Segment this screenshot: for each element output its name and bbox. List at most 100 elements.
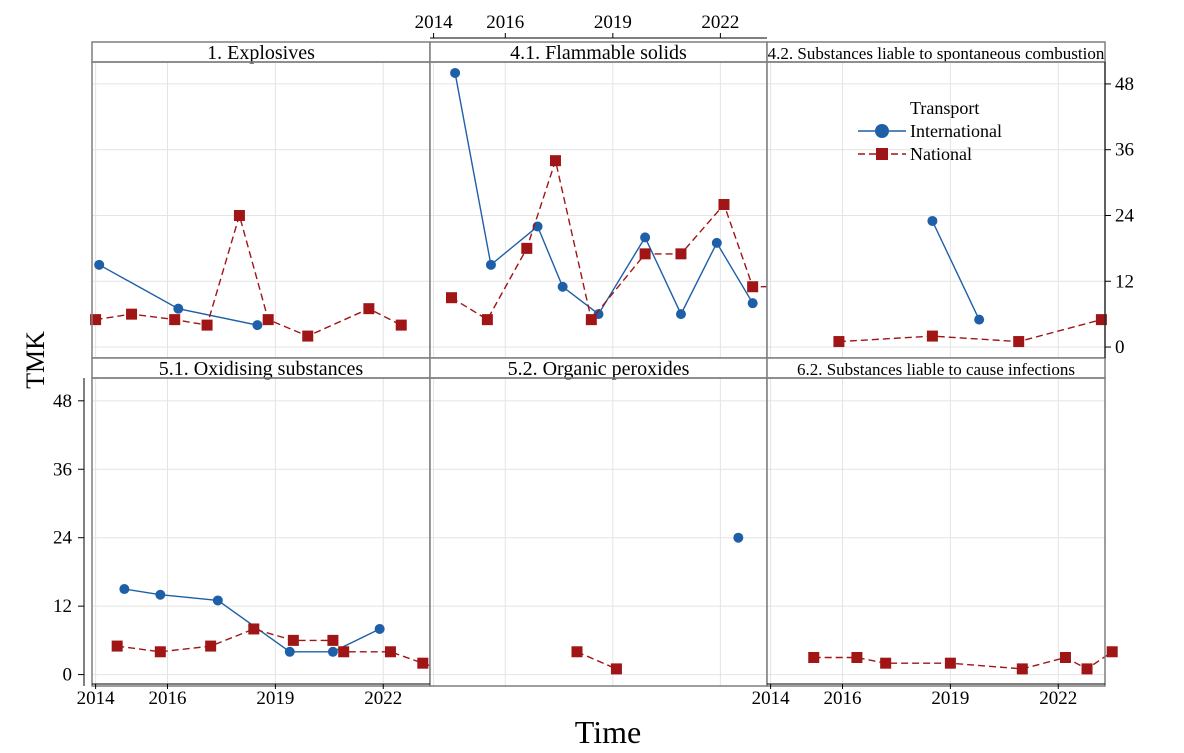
legend-marker-circle — [875, 124, 889, 138]
national-data-point — [111, 640, 123, 652]
x-axis-top-middle: 2014 2016 2019 2022 — [415, 12, 767, 39]
international-data-point — [173, 303, 184, 314]
panel-title: 1. Explosives — [207, 42, 315, 64]
national-data-point — [1106, 646, 1118, 658]
legend-marker-square — [876, 148, 888, 160]
panel-1: 1. Explosives — [90, 41, 431, 359]
international-data-point — [711, 237, 722, 248]
panel-title: 4.2. Substances liable to spontaneous co… — [768, 44, 1105, 63]
panel-title: 5.2. Organic peroxides — [508, 358, 690, 380]
national-data-point — [880, 657, 892, 669]
national-data-point — [718, 199, 730, 211]
national-data-point — [1013, 336, 1025, 348]
national-data-point — [302, 330, 314, 342]
national-data-point — [338, 646, 350, 658]
x-tick-label: 2014 — [752, 688, 791, 709]
international-data-point — [974, 314, 985, 325]
panel-title: 4.1. Flammable solids — [510, 42, 687, 64]
x-tick-label: 2016 — [486, 12, 524, 33]
x-axis-bottom-left: 2014 2016 2019 2022 — [77, 683, 430, 709]
national-data-point — [201, 319, 213, 331]
x-tick-label: 2022 — [1039, 688, 1077, 709]
y-tick-label: 36 — [53, 459, 72, 480]
panel-title: 5.1. Oxidising substances — [159, 358, 364, 380]
national-data-point — [262, 314, 274, 326]
x-tick-label: 2019 — [931, 688, 969, 709]
y-tick-label: 12 — [53, 596, 72, 617]
x-tick-label: 2014 — [415, 12, 454, 33]
international-data-point — [733, 532, 744, 543]
x-tick-label: 2016 — [824, 688, 862, 709]
panel-4: 5.1. Oxidising substances — [91, 357, 447, 687]
legend-entry-label: International — [910, 121, 1002, 141]
panel-5: 5.2. Organic peroxides — [429, 357, 768, 687]
x-axis-label: Time — [575, 714, 641, 750]
national-data-point — [481, 314, 493, 326]
panel-border — [766, 377, 1106, 687]
national-data-point — [384, 646, 396, 658]
national-data-point — [1016, 663, 1028, 675]
national-data-point — [639, 248, 651, 260]
x-tick-label: 2014 — [77, 688, 116, 709]
y-tick-label: 12 — [1115, 271, 1134, 292]
national-data-point — [446, 292, 458, 304]
national-data-point — [944, 657, 956, 669]
national-series-line — [838, 318, 1102, 343]
legend: Transport International National — [858, 98, 1002, 164]
national-data-point — [675, 248, 687, 260]
x-tick-label: 2022 — [701, 12, 739, 33]
plot-background — [767, 378, 1105, 686]
national-data-point — [851, 651, 863, 663]
y-axis-label: TMK — [21, 331, 50, 389]
national-data-point — [233, 209, 245, 221]
national-data-point — [571, 646, 583, 658]
plot-background — [92, 378, 430, 686]
national-data-point — [248, 623, 260, 635]
x-tick-label: 2019 — [594, 12, 632, 33]
national-data-point — [585, 314, 597, 326]
national-data-point — [327, 634, 339, 646]
national-data-point — [926, 330, 938, 342]
x-tick-label: 2016 — [149, 688, 187, 709]
international-data-point — [327, 646, 338, 657]
national-data-point — [808, 651, 820, 663]
international-data-point — [119, 584, 130, 595]
international-data-point — [640, 232, 651, 243]
national-data-point — [1095, 314, 1107, 326]
international-data-point — [675, 309, 686, 320]
y-tick-label: 0 — [1115, 337, 1125, 358]
national-data-point — [1081, 663, 1093, 675]
international-data-point — [252, 320, 263, 331]
national-data-point — [395, 319, 407, 331]
panel-3: 4.2. Substances liable to spontaneous co… — [766, 41, 1107, 359]
y-tick-label: 36 — [1115, 140, 1134, 161]
national-data-point — [363, 303, 375, 315]
national-data-point — [205, 640, 217, 652]
international-data-point — [450, 67, 461, 78]
national-data-point — [1059, 651, 1071, 663]
national-data-point — [549, 155, 561, 167]
national-data-point — [126, 308, 138, 320]
international-data-point — [284, 646, 295, 657]
y-tick-label: 0 — [63, 665, 73, 686]
international-data-point — [485, 259, 496, 270]
national-data-point — [287, 634, 299, 646]
international-data-point — [557, 281, 568, 292]
plot-background — [430, 378, 767, 686]
y-tick-label: 48 — [1115, 74, 1134, 95]
x-tick-label: 2019 — [256, 688, 294, 709]
y-tick-label: 24 — [53, 528, 73, 549]
panels-layer: 1. Explosives 4.1. Flammable solids 4.2. S… — [90, 41, 1118, 687]
legend-entry-label: National — [910, 144, 972, 164]
international-data-point — [374, 623, 385, 634]
plot-background — [430, 62, 767, 358]
y-tick-label: 48 — [53, 391, 72, 412]
national-data-point — [521, 242, 533, 254]
national-series-line — [117, 628, 442, 670]
y-tick-label: 24 — [1115, 205, 1135, 226]
national-series-line — [451, 158, 775, 322]
national-data-point — [90, 314, 102, 326]
panel-2: 4.1. Flammable solids — [429, 41, 780, 359]
